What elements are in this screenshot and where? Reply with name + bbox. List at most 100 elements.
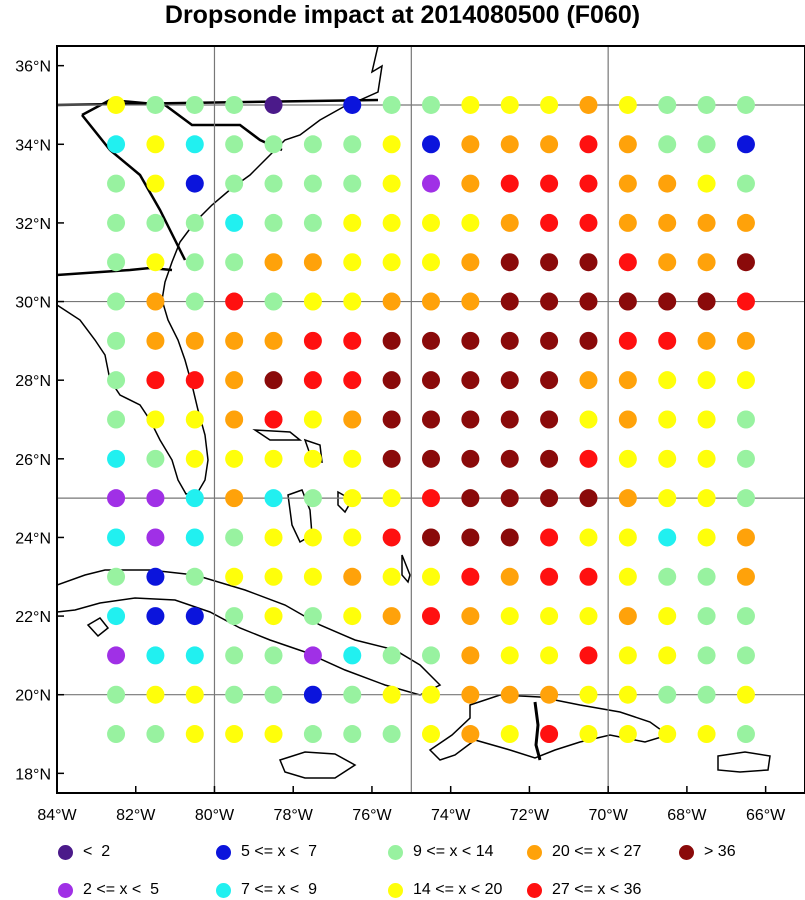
data-point [185, 135, 204, 154]
data-point [579, 213, 598, 232]
data-point [618, 95, 637, 114]
data-point [303, 449, 322, 468]
data-point [500, 371, 519, 390]
data-point [697, 685, 716, 704]
data-point [146, 449, 165, 468]
data-point [382, 646, 401, 665]
data-point [146, 292, 165, 311]
data-point [146, 135, 165, 154]
data-point [382, 331, 401, 350]
data-point [736, 174, 755, 193]
data-point [697, 174, 716, 193]
legend: < 2 5 <= x < 7 9 <= x < 14 20 <= x < 27 > 36… [0, 835, 805, 900]
data-point [500, 607, 519, 626]
data-point [736, 449, 755, 468]
data-point [225, 95, 244, 114]
data-point [185, 489, 204, 508]
legend-swatch [216, 844, 231, 860]
data-point [697, 331, 716, 350]
data-point [500, 135, 519, 154]
data-point [146, 253, 165, 272]
data-point [303, 331, 322, 350]
data-point [618, 646, 637, 665]
data-point [303, 646, 322, 665]
data-point [579, 449, 598, 468]
data-point [658, 174, 677, 193]
data-point [540, 410, 559, 429]
data-point [225, 449, 244, 468]
data-point [697, 725, 716, 744]
legend-label: 2 <= x < 5 [83, 881, 160, 898]
data-point [697, 489, 716, 508]
data-point [500, 489, 519, 508]
data-point [618, 371, 637, 390]
data-point [422, 174, 440, 193]
data-point [579, 292, 598, 311]
data-point [185, 449, 204, 468]
data-point [146, 646, 165, 665]
data-point [264, 567, 283, 586]
data-point [225, 371, 244, 390]
legend-item: > 36 [679, 842, 736, 862]
legend-label: 5 <= x < 7 [241, 843, 318, 860]
data-point [461, 489, 480, 508]
data-point [264, 135, 283, 154]
data-point [107, 449, 126, 468]
data-point [736, 253, 755, 272]
data-point [107, 95, 126, 114]
data-point [146, 685, 165, 704]
data-point [736, 567, 755, 586]
data-point [382, 292, 401, 311]
x-tick-label: 82°W [116, 807, 156, 824]
x-tick-label: 76°W [352, 807, 392, 824]
data-point [540, 646, 559, 665]
data-point [107, 292, 126, 311]
data-point [500, 725, 519, 744]
data-point [540, 292, 559, 311]
data-point [618, 410, 637, 429]
data-point [461, 95, 480, 114]
land-grand-bahama [252, 429, 303, 441]
data-point [264, 95, 283, 114]
data-point [736, 410, 755, 429]
data-point [185, 725, 204, 744]
y-tick-label: 32°N [15, 216, 51, 233]
legend-swatch [388, 844, 403, 860]
data-point [618, 685, 637, 704]
data-point [303, 685, 322, 704]
data-point [461, 292, 480, 311]
data-point [343, 646, 362, 665]
data-point [461, 410, 480, 429]
data-point [461, 528, 480, 547]
data-point [500, 449, 519, 468]
data-point [382, 174, 401, 193]
data-point [579, 528, 598, 547]
data-point [500, 646, 519, 665]
chart-title: Dropsonde impact at 2014080500 (F060) [164, 1, 641, 29]
data-point [382, 213, 401, 232]
data-point [343, 253, 362, 272]
data-point [185, 528, 204, 547]
data-point [146, 371, 165, 390]
data-point [697, 410, 716, 429]
legend-item: 7 <= x < 9 [216, 880, 317, 900]
data-point [264, 607, 283, 626]
land-puerto-rico [717, 751, 771, 773]
data-point [500, 292, 519, 311]
legend-item: 20 <= x < 27 [527, 842, 641, 862]
data-point [422, 646, 440, 665]
data-point [697, 213, 716, 232]
data-point [264, 685, 283, 704]
data-point [540, 213, 559, 232]
legend-label: > 36 [704, 843, 736, 860]
data-point [382, 685, 401, 704]
data-point [579, 95, 598, 114]
data-point [303, 174, 322, 193]
data-point [107, 410, 126, 429]
land-southeast-us [57, 46, 383, 495]
data-point [658, 292, 677, 311]
data-point [146, 607, 165, 626]
data-point [146, 528, 165, 547]
data-point [264, 371, 283, 390]
data-point [540, 174, 559, 193]
